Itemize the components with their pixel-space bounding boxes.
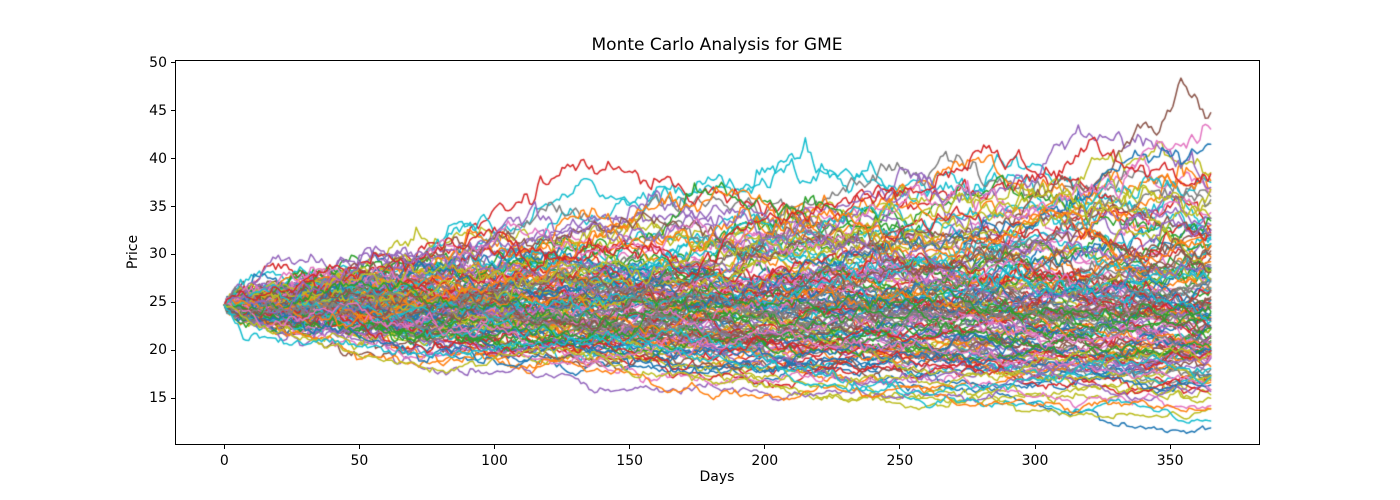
x-tick-mark — [358, 445, 360, 449]
x-tick-label: 150 — [616, 453, 644, 469]
y-tick-mark — [171, 397, 175, 399]
y-tick-mark — [171, 110, 175, 112]
y-tick-mark — [171, 301, 175, 303]
y-tick-mark — [171, 158, 175, 160]
y-tick-mark — [171, 349, 175, 351]
chart-title: Monte Carlo Analysis for GME — [591, 35, 843, 55]
y-tick-label: 50 — [149, 54, 167, 71]
y-tick-label: 25 — [149, 294, 167, 311]
x-tick-label: 0 — [219, 453, 229, 469]
monte-carlo-paths-canvas — [175, 60, 1260, 445]
x-tick-mark — [494, 445, 496, 449]
x-tick-label: 50 — [350, 453, 369, 469]
y-tick-label: 30 — [149, 246, 167, 263]
x-tick-label: 300 — [1021, 453, 1049, 469]
x-axis-label: Days — [699, 469, 735, 485]
x-tick-mark — [764, 445, 766, 449]
x-tick-mark — [223, 445, 225, 449]
x-tick-label: 350 — [1156, 453, 1184, 469]
y-tick-label: 15 — [149, 390, 167, 407]
y-tick-mark — [171, 206, 175, 208]
y-tick-label: 35 — [149, 198, 167, 215]
y-tick-mark — [171, 62, 175, 64]
x-tick-mark — [1034, 445, 1036, 449]
x-tick-mark — [629, 445, 631, 449]
x-tick-label: 250 — [886, 453, 914, 469]
x-tick-mark — [1169, 445, 1171, 449]
y-tick-label: 20 — [149, 342, 167, 359]
x-tick-mark — [899, 445, 901, 449]
x-tick-label: 200 — [751, 453, 779, 469]
y-axis-label: Price — [125, 234, 141, 270]
x-tick-label: 100 — [481, 453, 508, 469]
y-tick-label: 45 — [149, 102, 167, 119]
y-tick-label: 40 — [149, 150, 167, 167]
y-tick-mark — [171, 253, 175, 255]
